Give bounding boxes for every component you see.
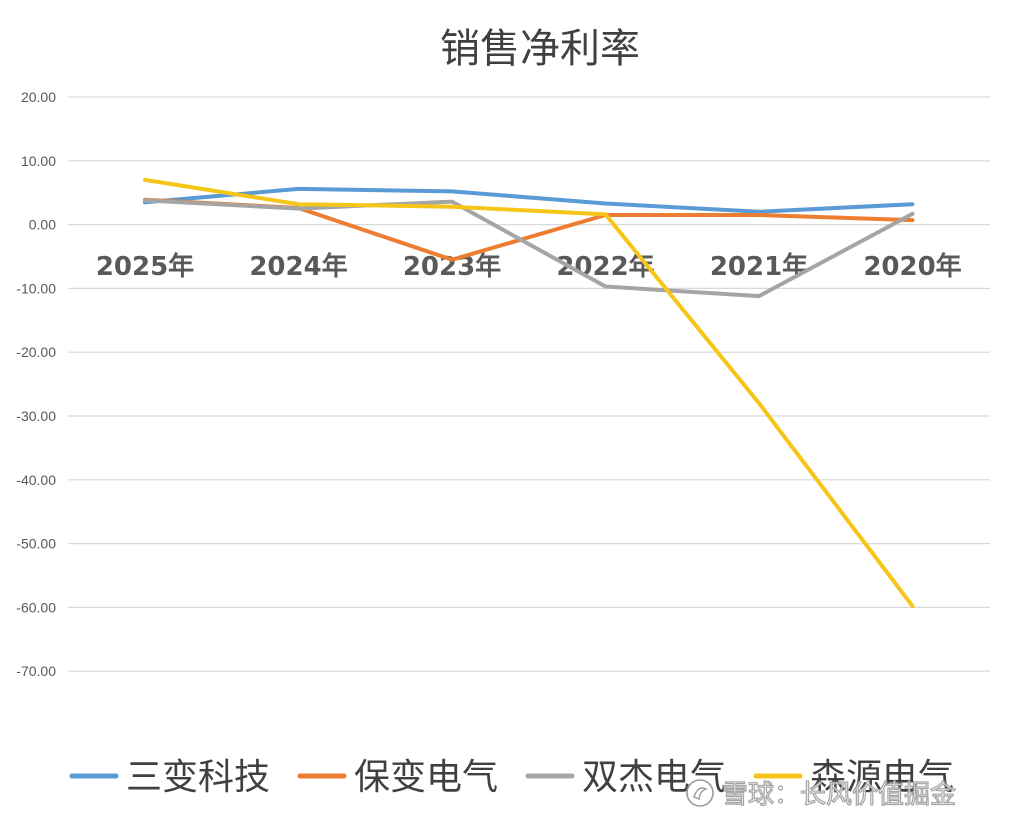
y-tick-label: -10.00	[16, 280, 56, 296]
x-tick-label: 2024年	[249, 251, 347, 282]
y-axis-tick-labels: 20.00 10.00 0.00 -10.00 -20.00 -30.00 -40.00 -5…	[16, 89, 56, 679]
y-tick-label: 10.00	[21, 153, 56, 169]
legend-label: 三变科技	[126, 757, 270, 798]
series-line-4	[143, 177, 915, 609]
snowball-logo-icon	[686, 779, 714, 807]
y-tick-label: -50.00	[16, 536, 56, 552]
y-tick-label: -70.00	[16, 663, 56, 679]
x-tick-label: 2025年	[96, 251, 194, 282]
y-tick-label: 0.00	[29, 217, 56, 233]
watermark-text: 雪球：长风价值掘金	[722, 780, 956, 810]
series-line-3	[143, 198, 915, 299]
y-tick-label: -20.00	[16, 344, 56, 360]
legend-label: 保变电气	[354, 757, 498, 798]
legend-label: 森源电气	[810, 757, 954, 798]
y-tick-label: -40.00	[16, 472, 56, 488]
gridlines	[68, 96, 990, 672]
chart-title: 销售净利率	[440, 26, 640, 72]
y-tick-label: -60.00	[16, 599, 56, 615]
series-line-1	[143, 186, 915, 214]
x-tick-label: 2023年	[403, 251, 501, 282]
y-tick-label: 20.00	[21, 89, 56, 105]
x-tick-label: 2020年	[863, 251, 961, 282]
watermark: 雪球：长风价值掘金	[686, 779, 957, 811]
series-lines	[143, 177, 915, 609]
y-tick-label: -30.00	[16, 408, 56, 424]
